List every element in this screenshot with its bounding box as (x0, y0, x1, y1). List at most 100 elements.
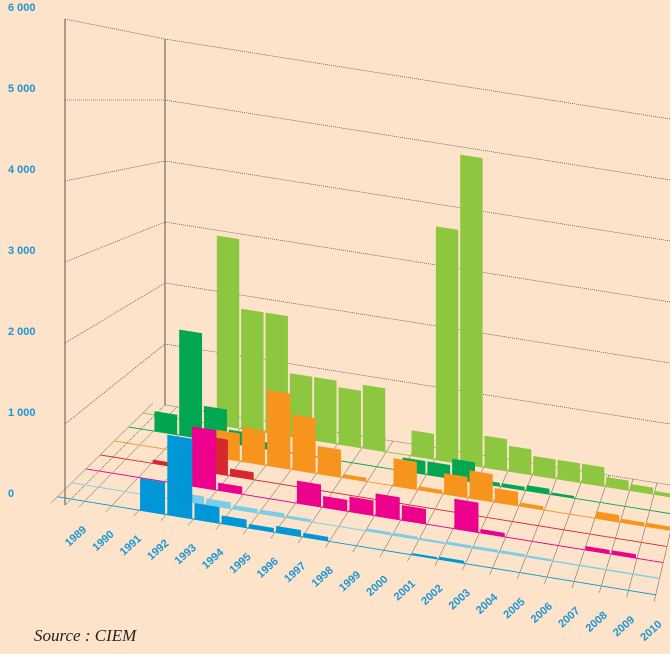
floor-line (653, 532, 670, 602)
grid-line (65, 99, 670, 181)
bar (368, 481, 392, 486)
bar (601, 502, 624, 507)
bar (314, 377, 337, 445)
bar (616, 538, 640, 543)
bar (292, 414, 316, 474)
bar (140, 444, 164, 450)
bar (590, 533, 615, 539)
bar (412, 553, 438, 560)
x-tick-label: 2001 (392, 578, 418, 603)
bar (179, 329, 203, 440)
bar (244, 494, 269, 499)
bar (420, 537, 445, 544)
bar (221, 515, 247, 529)
grid-line (64, 221, 670, 303)
bar (362, 384, 386, 452)
bar (533, 541, 557, 546)
bar (401, 505, 426, 525)
bar (87, 468, 111, 474)
bar (581, 463, 605, 487)
floor-line (325, 440, 394, 548)
bar (621, 518, 645, 527)
x-tick-label: 1999 (337, 569, 363, 594)
bar (418, 486, 443, 494)
x-tick-label: 2007 (556, 605, 582, 630)
bar (444, 473, 468, 498)
bar (286, 515, 312, 523)
bar (191, 426, 217, 491)
bar (410, 504, 434, 510)
bar (585, 546, 610, 555)
bar (229, 468, 254, 480)
bar (72, 482, 98, 488)
bar (539, 525, 563, 530)
bar (480, 529, 505, 538)
bar (85, 501, 111, 506)
bar (642, 542, 666, 547)
bar (313, 522, 338, 527)
bar (140, 478, 166, 515)
bar (650, 510, 670, 514)
x-tick-label: 1997 (282, 560, 308, 585)
bar (551, 492, 575, 499)
bar (575, 581, 601, 586)
bar (508, 445, 532, 476)
floor-line (544, 471, 586, 584)
bar (330, 541, 356, 546)
bar (129, 426, 153, 432)
bar (602, 585, 628, 591)
bar (411, 430, 434, 460)
bar (113, 473, 138, 478)
bar (473, 545, 499, 553)
bar (435, 226, 459, 464)
y-tick-label: 1 000 (8, 407, 36, 419)
floor-line (571, 475, 610, 589)
bar (580, 564, 605, 571)
bar (446, 541, 472, 549)
bar (454, 498, 479, 533)
x-tick-label: 1989 (63, 524, 89, 549)
bar (606, 477, 629, 491)
bar (255, 479, 280, 485)
bar (487, 517, 512, 522)
bar (167, 434, 193, 520)
x-tick-label: 1993 (173, 542, 199, 567)
floor-line (297, 437, 370, 544)
bar (333, 492, 357, 497)
bar (393, 532, 418, 540)
bar (501, 483, 525, 491)
bar (385, 550, 410, 555)
bar (493, 568, 519, 573)
bar (58, 496, 84, 502)
bar (646, 522, 670, 531)
x-tick-label: 2003 (447, 587, 473, 612)
floor-line (599, 479, 634, 593)
bar (533, 455, 556, 479)
bar (548, 576, 573, 582)
bar (323, 496, 348, 512)
y-tick-label: 3 000 (8, 245, 36, 257)
bar (349, 496, 374, 516)
source-note: Source : CIEM (34, 626, 137, 645)
bar (206, 498, 231, 510)
bar (521, 572, 546, 578)
bar (101, 454, 125, 460)
bar (218, 482, 243, 495)
bar (139, 477, 164, 482)
x-tick-label: 2008 (584, 609, 610, 634)
bar (460, 154, 483, 468)
bar (570, 514, 594, 519)
bar (595, 511, 620, 523)
floor-line (626, 482, 658, 598)
bar (428, 524, 453, 529)
bar (267, 389, 291, 470)
bar (513, 521, 537, 526)
y-tick-label: 5 000 (8, 83, 36, 95)
x-tick-label: 2004 (474, 591, 501, 617)
bar (630, 484, 654, 495)
bar (375, 493, 400, 521)
x-tick-label: 1992 (145, 537, 171, 562)
bar (154, 411, 178, 436)
bar (338, 387, 361, 448)
bar (276, 525, 302, 537)
